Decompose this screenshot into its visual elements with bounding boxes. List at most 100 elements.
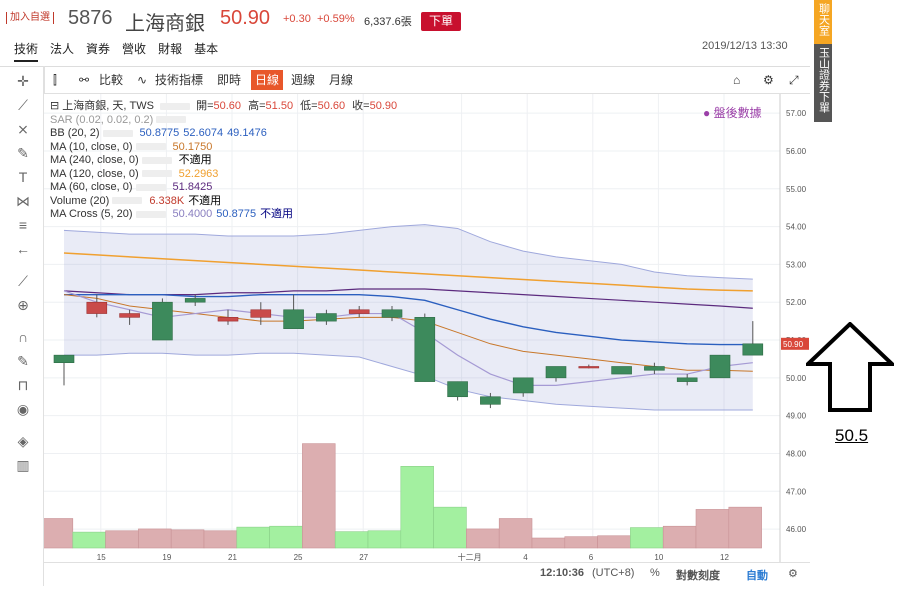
nav-basic[interactable]: 基本 bbox=[194, 42, 219, 56]
last-price: 50.90 bbox=[220, 7, 271, 29]
compare-icon[interactable]: ⚯ bbox=[79, 73, 90, 87]
candlestick bbox=[53, 354, 75, 364]
unlock-icon[interactable]: ⊓ bbox=[17, 377, 29, 393]
brush-icon[interactable]: ✎ bbox=[17, 145, 29, 161]
bb-mid-line bbox=[64, 293, 753, 346]
volume-value: 6,337.6張 bbox=[364, 16, 412, 28]
open-label: 開= bbox=[196, 100, 214, 112]
candlestick bbox=[250, 309, 272, 318]
volume-bar bbox=[170, 529, 205, 549]
chart-frame bbox=[0, 66, 810, 586]
legend-label: MA Cross (5, 20) bbox=[50, 208, 133, 220]
up-arrow-annotation bbox=[806, 322, 894, 412]
volume-bar bbox=[400, 466, 434, 549]
realtime-button[interactable]: 即時 bbox=[217, 73, 242, 87]
broker-order-tab[interactable]: 玉山證券下單 bbox=[814, 44, 832, 122]
side-tabs: 聊天室 玉山證券下單 bbox=[814, 0, 832, 122]
legend-controls[interactable] bbox=[141, 156, 172, 164]
legend-controls[interactable] bbox=[135, 143, 166, 151]
legend-controls[interactable] bbox=[141, 170, 172, 178]
legend-controls[interactable] bbox=[156, 116, 187, 124]
settings-gear-icon[interactable]: ⚙ bbox=[763, 73, 774, 87]
candlestick bbox=[447, 381, 468, 398]
nav-financials[interactable]: 財報 bbox=[158, 42, 183, 56]
legend-value: 50.8775 bbox=[139, 127, 180, 139]
legend-value: 52.2963 bbox=[178, 167, 219, 180]
current-price-label: 50.90 bbox=[783, 340, 804, 349]
legend-label: MA (10, close, 0) bbox=[50, 140, 133, 153]
measure-icon[interactable]: ≡ bbox=[18, 217, 28, 233]
log-scale-button[interactable]: 對數刻度 bbox=[676, 570, 720, 582]
legend-row-ma240: MA (240, close, 0) 不適用 bbox=[50, 154, 397, 168]
eye-icon[interactable]: ◉ bbox=[16, 401, 30, 417]
lock-drawing-icon[interactable]: ✎ bbox=[17, 353, 29, 369]
candlestick bbox=[545, 366, 567, 379]
volume-bar bbox=[498, 518, 533, 549]
legend-controls[interactable] bbox=[135, 210, 166, 218]
date-tick-label: 27 bbox=[359, 553, 368, 562]
legend-controls[interactable] bbox=[160, 102, 191, 110]
indicators-icon[interactable]: ∿ bbox=[137, 73, 148, 87]
ruler-icon[interactable]: ⟋ bbox=[18, 273, 28, 289]
ma60-line bbox=[63, 288, 753, 309]
collapse-icon[interactable]: ⊟ bbox=[50, 100, 60, 112]
date-tick-label: 4 bbox=[523, 553, 528, 562]
camera-icon[interactable]: ⌂ bbox=[733, 73, 741, 87]
legend-label: MA (60, close, 0) bbox=[50, 181, 133, 193]
back-arrow-icon[interactable]: ← bbox=[16, 241, 30, 257]
trend-line-icon[interactable]: ⟋ bbox=[18, 97, 28, 113]
order-button[interactable]: 下單 bbox=[421, 12, 461, 31]
trash-icon[interactable]: ▥ bbox=[16, 457, 30, 473]
volume-bar bbox=[269, 525, 303, 549]
bar-style-icon[interactable]: ⫿ bbox=[53, 73, 57, 87]
clock-value: 12:10:36 bbox=[540, 567, 585, 579]
drawing-toolbar: ✛ ⟋ ⨯ ✎ T ⋈ ≡ ← ⟋ ⊕ ∩ ✎ ⊓ ◉ ◈ ▥ bbox=[0, 66, 44, 586]
price-tick-label: 52.00 bbox=[786, 298, 807, 307]
pattern-icon[interactable]: ⋈ bbox=[16, 193, 30, 209]
low-label: 低= bbox=[300, 100, 318, 112]
legend-controls[interactable] bbox=[112, 197, 143, 205]
zoom-in-icon[interactable]: ⊕ bbox=[17, 297, 29, 313]
fib-tool-icon[interactable]: ⨯ bbox=[17, 121, 29, 137]
price-chart[interactable]: 57.0056.0055.0054.0053.0052.0051.0050.00… bbox=[44, 94, 810, 562]
indicators-button[interactable]: 技術指標 bbox=[155, 73, 204, 87]
weekly-button[interactable]: 週線 bbox=[291, 73, 316, 87]
auto-scale-button[interactable]: 自動 bbox=[746, 570, 768, 582]
candlestick bbox=[316, 313, 337, 322]
compare-button[interactable]: 比較 bbox=[99, 73, 124, 87]
legend-controls[interactable] bbox=[102, 129, 133, 137]
nav-revenue[interactable]: 營收 bbox=[122, 42, 147, 56]
text-tool-icon[interactable]: T bbox=[18, 169, 28, 185]
candlestick bbox=[480, 396, 501, 405]
chart-legend: ⊟ 上海商銀, 天, TWS 開=50.60 高=51.50 低=50.60 收… bbox=[50, 100, 397, 222]
fullscreen-icon[interactable]: ⤢ bbox=[789, 73, 799, 87]
magnet-icon[interactable]: ∩ bbox=[17, 329, 29, 345]
candlestick bbox=[184, 298, 206, 303]
candlestick bbox=[119, 313, 140, 318]
legend-row-ma60: MA (60, close, 0) 51.8425 bbox=[50, 181, 397, 195]
legend-value: 50.1750 bbox=[172, 140, 213, 153]
candlestick bbox=[611, 366, 632, 375]
volume-bar bbox=[728, 506, 762, 549]
ma10-line bbox=[63, 294, 753, 372]
candlestick bbox=[283, 309, 304, 329]
nav-tech[interactable]: 技術 bbox=[14, 40, 39, 62]
daily-button[interactable]: 日線 bbox=[251, 70, 284, 90]
quote-header: 加入自選 5876 上海商銀 50.90 +0.30 +0.59% 6,337.… bbox=[0, 0, 900, 66]
aftermarket-data-link[interactable]: ● 盤後數據 bbox=[703, 106, 762, 120]
scale-settings-icon[interactable]: ⚙ bbox=[788, 568, 798, 580]
nav-margin[interactable]: 資券 bbox=[86, 42, 111, 56]
layers-icon[interactable]: ◈ bbox=[17, 433, 29, 449]
volume-bar bbox=[236, 526, 270, 549]
add-watchlist-button[interactable]: 加入自選 bbox=[6, 12, 54, 24]
ma-cross-line bbox=[63, 290, 753, 386]
crosshair-icon[interactable]: ✛ bbox=[17, 73, 29, 89]
chat-room-tab[interactable]: 聊天室 bbox=[814, 0, 832, 44]
monthly-button[interactable]: 月線 bbox=[329, 73, 354, 87]
legend-controls[interactable] bbox=[135, 183, 166, 191]
percent-scale-button[interactable]: % bbox=[650, 567, 660, 579]
timezone-button[interactable]: (UTC+8) bbox=[592, 567, 635, 579]
price-tick-label: 47.00 bbox=[786, 487, 807, 496]
high-label: 高= bbox=[248, 100, 266, 112]
nav-institutional[interactable]: 法人 bbox=[50, 42, 75, 56]
